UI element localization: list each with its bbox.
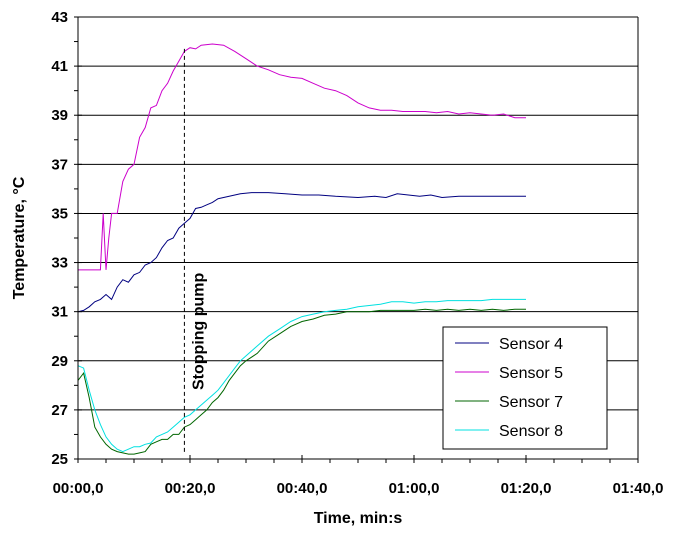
x-tick-label: 00:00,0 [53,480,104,497]
y-tick-label: 35 [51,205,68,222]
x-tick-label: 00:40,0 [277,480,328,497]
series-line-3 [77,308,526,455]
y-axis-title: Temperature, °C [11,176,28,299]
axes [74,16,639,463]
y-tick-label: 33 [51,255,68,272]
y-tick-label: 31 [51,304,68,321]
y-tick-label: 25 [51,451,68,468]
series-line-2 [78,43,526,271]
y-tick-label: 39 [51,107,68,124]
x-tick-label: 01:40,0 [613,480,664,497]
series-lines [77,43,526,455]
y-tick-label: 41 [51,58,68,75]
y-tick-label: 43 [51,9,68,26]
annotation: Stopping pump [183,48,207,453]
gridlines [78,16,638,411]
legend-box [442,326,608,450]
y-tick-label: 27 [51,402,68,419]
x-tick-label: 00:20,0 [165,480,216,497]
legend-label-1: Sensor 4 [499,336,563,353]
legend-label-2: Sensor 5 [499,365,563,382]
series-line-1 [77,192,526,313]
tick-labels: 25 27 29 31 33 35 37 39 41 43 00:00,0 00:20,0 00:40,… [51,9,663,497]
x-tick-label: 01:20,0 [501,480,552,497]
legend: Sensor 4 Sensor 5 Sensor 7 Sensor 8 [442,326,608,450]
y-tick-label: 29 [51,353,68,370]
x-tick-label: 01:00,0 [389,480,440,497]
series-line-4 [77,298,526,453]
x-axis-title: Time, min:s [314,510,403,527]
stopping-pump-label: Stopping pump [190,272,207,390]
legend-label-4: Sensor 8 [499,423,563,440]
legend-label-3: Sensor 7 [499,394,563,411]
y-tick-label: 37 [51,156,68,173]
